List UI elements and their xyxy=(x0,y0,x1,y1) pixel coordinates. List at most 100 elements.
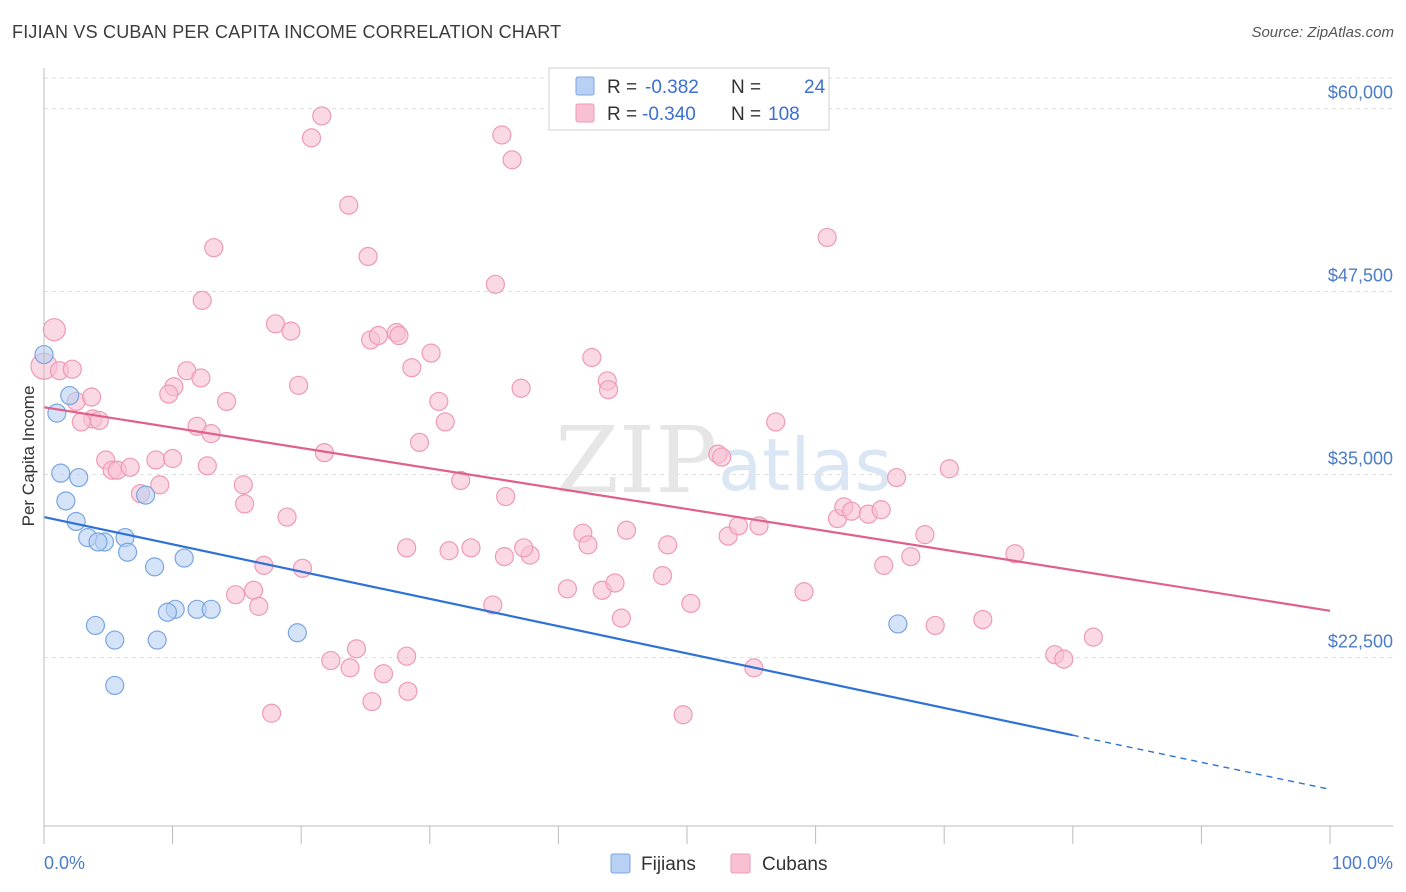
cubans-point-14 xyxy=(150,475,170,495)
cubans-point-27 xyxy=(191,368,211,388)
fijians-point-12 xyxy=(144,557,165,577)
trend-lines xyxy=(43,406,1331,791)
fijians-point-2 xyxy=(60,385,80,406)
fijians-point-18 xyxy=(85,615,106,636)
cubans-trend-line xyxy=(43,406,1331,612)
cubans-point-31 xyxy=(289,375,309,395)
fijians-point-16 xyxy=(157,602,178,622)
top-legend: R = -0.382 N = 24 R = -0.340 N = 108 xyxy=(548,67,830,131)
legend-swatch-cubans xyxy=(575,103,595,123)
cubans-point-1 xyxy=(42,318,66,342)
cubans-point-61 xyxy=(578,535,598,555)
fijians-point-22 xyxy=(105,675,125,696)
cubans-point-67 xyxy=(616,520,637,540)
cubans-point-45 xyxy=(429,391,449,412)
cubans-point-52 xyxy=(502,150,522,170)
cubans-points xyxy=(30,106,1103,725)
cubans-point-97 xyxy=(262,703,282,723)
bottom-legend: Fijians Cubans xyxy=(610,853,828,875)
cubans-point-98 xyxy=(321,650,341,671)
y-axis-label: Per Capita Income xyxy=(19,386,38,527)
cubans-point-68 xyxy=(611,608,632,628)
cubans-point-54 xyxy=(483,595,503,615)
cubans-point-20 xyxy=(235,494,255,514)
bottom-legend-fijians: Fijians xyxy=(641,854,696,875)
legend-n-fijians: 24 xyxy=(804,77,826,98)
cubans-point-104 xyxy=(397,646,417,666)
x-tick-label-0: 0.0% xyxy=(44,853,85,873)
cubans-point-15 xyxy=(146,450,166,470)
fijians-point-24 xyxy=(135,485,156,505)
cubans-point-110 xyxy=(277,507,297,527)
legend-r-cubans: -0.340 xyxy=(642,104,696,125)
watermark: ZIP atlas xyxy=(555,407,892,514)
fijians-point-10 xyxy=(88,532,108,552)
cubans-point-36 xyxy=(358,246,378,267)
cubans-point-73 xyxy=(712,447,732,467)
cubans-point-93 xyxy=(1005,544,1025,564)
cubans-point-47 xyxy=(451,470,471,491)
cubans-point-106 xyxy=(226,585,246,605)
cubans-point-33 xyxy=(301,128,322,148)
cubans-point-49 xyxy=(461,538,481,558)
cubans-point-40 xyxy=(389,325,409,346)
cubans-point-90 xyxy=(925,615,945,636)
source-label: Source: ZipAtlas.com xyxy=(1251,24,1394,41)
cubans-point-48 xyxy=(439,541,459,561)
cubans-point-75 xyxy=(728,516,749,536)
chart-title: FIJIAN VS CUBAN PER CAPITA INCOME CORREL… xyxy=(12,22,562,42)
cubans-point-62 xyxy=(582,347,602,368)
cubans-point-57 xyxy=(514,538,534,558)
cubans-point-25 xyxy=(204,238,224,258)
fijians-point-4 xyxy=(69,467,89,488)
legend-r-label-cubans: R = xyxy=(607,104,637,125)
cubans-point-7 xyxy=(71,412,91,432)
cubans-point-64 xyxy=(598,380,619,400)
cubans-point-24 xyxy=(192,290,212,310)
fijians-point-21 xyxy=(287,623,307,643)
cubans-point-69 xyxy=(652,566,673,586)
fijians-point-5 xyxy=(56,491,76,511)
cubans-point-100 xyxy=(346,639,367,659)
legend-n-label-fijians: N = xyxy=(731,77,761,98)
watermark-atlas: atlas xyxy=(718,423,892,507)
cubans-point-59 xyxy=(557,579,578,599)
cubans-point-79 xyxy=(794,582,814,602)
cubans-point-107 xyxy=(244,580,264,600)
axis-layer: $22,500 $35,000 $47,500 $60,000 0.0% 100.0% xyxy=(43,68,1393,873)
cubans-point-103 xyxy=(398,681,418,701)
legend-n-label-cubans: N = xyxy=(731,104,761,125)
fijians-point-20 xyxy=(147,630,167,650)
bottom-legend-swatch-fijians xyxy=(610,853,631,874)
cubans-point-51 xyxy=(492,125,512,145)
cubans-point-91 xyxy=(939,459,959,479)
cubans-point-29 xyxy=(265,314,286,334)
cubans-point-55 xyxy=(494,547,514,567)
cubans-point-105 xyxy=(673,705,693,725)
cubans-point-16 xyxy=(163,448,183,469)
cubans-point-42 xyxy=(409,432,430,453)
cubans-point-19 xyxy=(197,456,217,476)
y-tick-label-0: $22,500 xyxy=(1328,632,1393,652)
bottom-legend-swatch-cubans xyxy=(730,853,751,874)
cubans-point-83 xyxy=(842,501,862,521)
cubans-point-108 xyxy=(249,596,269,616)
y-tick-label-2: $47,500 xyxy=(1328,266,1393,286)
fijians-point-11 xyxy=(117,542,138,562)
cubans-point-12 xyxy=(120,457,140,477)
fijians-point-3 xyxy=(51,463,71,483)
cubans-point-70 xyxy=(658,535,678,555)
cubans-point-111 xyxy=(292,558,313,578)
cubans-point-78 xyxy=(766,412,786,432)
cubans-point-87 xyxy=(887,467,907,488)
cubans-point-80 xyxy=(817,227,837,248)
watermark-zip: ZIP xyxy=(555,407,717,514)
cubans-point-41 xyxy=(402,358,422,378)
cubans-point-99 xyxy=(340,658,360,678)
x-tick-label-1: 100.0% xyxy=(1332,853,1393,873)
cubans-point-92 xyxy=(973,609,993,630)
fijians-point-13 xyxy=(174,548,194,568)
cubans-point-86 xyxy=(874,555,894,575)
cubans-point-23 xyxy=(159,384,179,404)
